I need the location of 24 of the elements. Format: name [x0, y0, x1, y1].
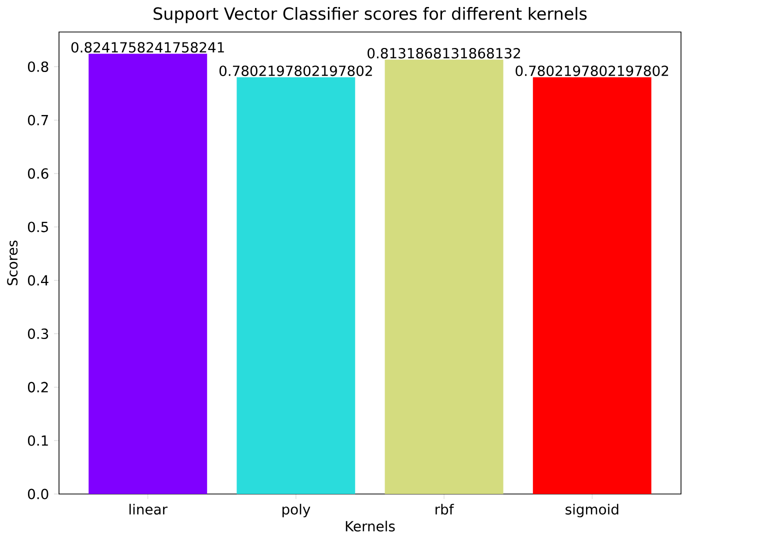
bar: [88, 54, 208, 494]
x-axis-title: Kernels: [346, 520, 395, 532]
bar: [532, 77, 652, 494]
y-tick-label: 0.2: [28, 382, 48, 392]
y-tick-label: 0.4: [28, 275, 48, 286]
data-label: 0.8131868131868132: [368, 48, 520, 58]
y-tick-label: 0.1: [28, 435, 48, 446]
data-label: 0.7802197802197802: [219, 66, 372, 76]
bar: [236, 77, 356, 494]
x-tick-label: rbf: [436, 504, 454, 515]
y-tick-label: 0.3: [28, 328, 48, 340]
y-tick-label: 0.8: [28, 61, 48, 72]
data-label: 0.8241758241758241: [71, 42, 224, 53]
x-tick-label: linear: [130, 504, 168, 515]
x-tick-label: poly: [282, 504, 310, 518]
y-tick-label: 0.0: [28, 488, 48, 500]
y-tick-label: 0.5: [28, 222, 48, 232]
data-label: 0.7802197802197802: [516, 66, 668, 76]
x-tick-label: sigmoid: [566, 504, 618, 518]
chart-title: Support Vector Classifier scores for different kernels: [154, 7, 587, 24]
bar: [384, 60, 504, 494]
y-tick-label: 0.6: [28, 168, 48, 179]
y-tick-label: 0.7: [28, 114, 48, 126]
y-axis-title: Scores: [7, 240, 18, 286]
